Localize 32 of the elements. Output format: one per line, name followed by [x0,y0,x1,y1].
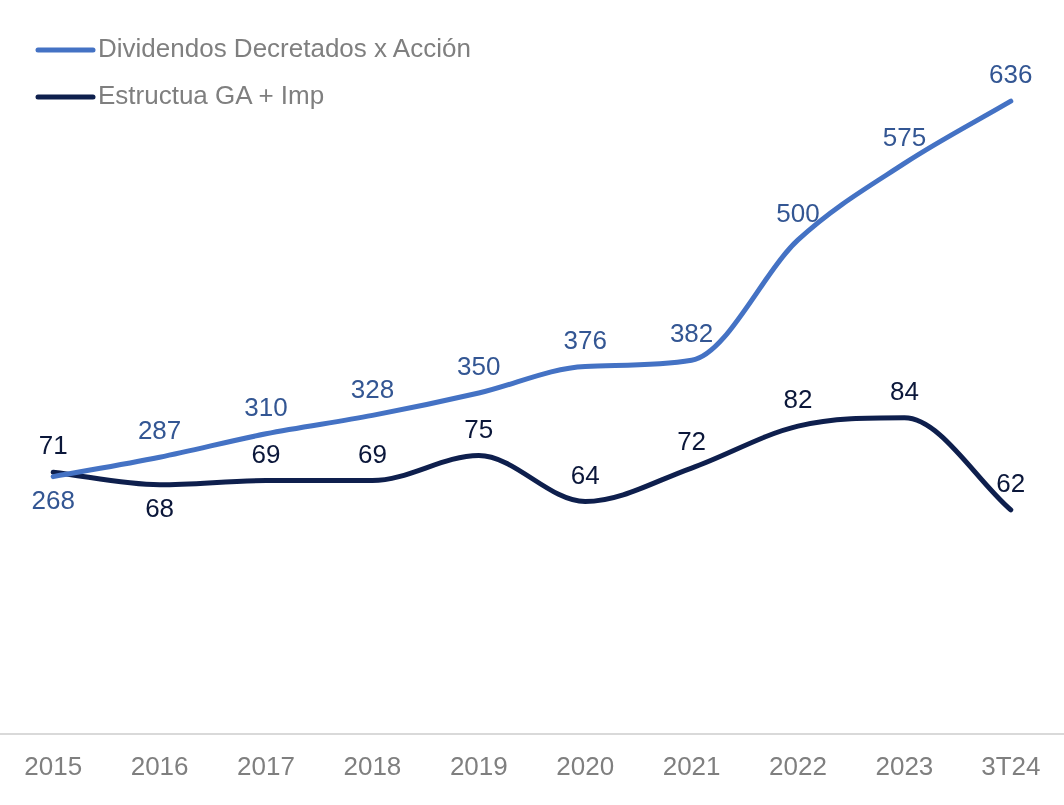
x-tick-label: 2018 [343,750,402,781]
data-label: 328 [350,373,395,404]
x-tick-label: 3T24 [981,750,1041,781]
data-label: 68 [145,492,175,523]
data-label: 84 [889,375,919,406]
legend-label: Estructua GA + Imp [98,80,325,111]
data-label: 575 [882,121,927,152]
data-label: 287 [137,415,182,446]
data-label: 636 [989,59,1033,90]
x-tick-label: 2021 [662,750,721,781]
data-label: 69 [251,438,281,469]
data-label: 75 [464,413,494,444]
data-label: 62 [996,468,1026,499]
x-tick-label: 2023 [875,750,934,781]
data-label: 268 [31,484,75,515]
data-label: 71 [38,430,68,461]
data-label: 72 [677,426,707,457]
x-tick-label: 2020 [556,750,615,781]
data-label: 350 [457,351,501,382]
data-label: 376 [563,324,607,355]
data-label: 310 [244,391,288,422]
x-tick-label: 2022 [769,750,827,781]
x-tick-label: 2017 [237,750,295,781]
data-label: 82 [783,384,813,415]
x-tick-label: 2019 [449,750,508,781]
x-tick-label: 2015 [24,750,83,781]
data-label: 500 [776,198,820,229]
data-label: 69 [357,438,387,469]
legend-label: Dividendos Decretados x Acción [98,33,471,64]
data-label: 382 [669,318,714,349]
data-label: 64 [570,459,600,490]
x-tick-label: 2016 [130,750,189,781]
